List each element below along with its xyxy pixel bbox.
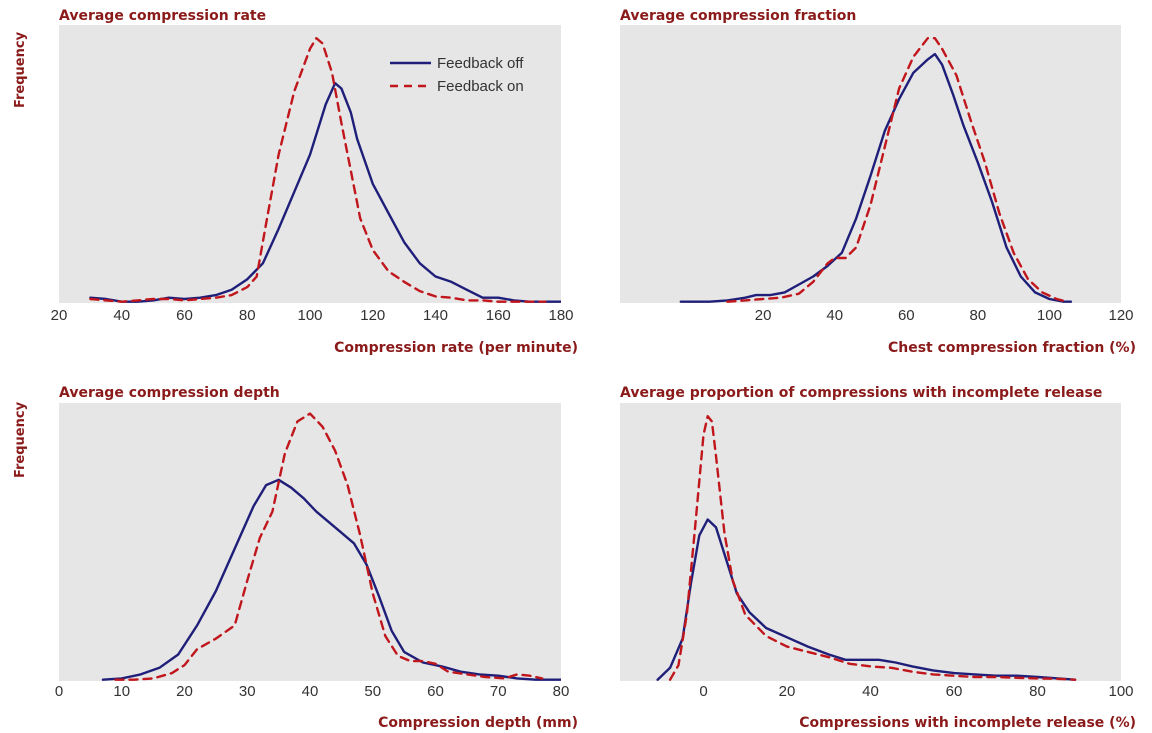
x-tick-label: 60 xyxy=(898,307,915,324)
y-axis-label: Frequency xyxy=(13,31,28,108)
x-tick-label: 80 xyxy=(553,683,570,700)
x-tick-label: 20 xyxy=(176,683,193,700)
x-tick-label: 160 xyxy=(486,307,511,324)
chart-title: Average compression fraction xyxy=(620,8,856,24)
x-tick-label: 0 xyxy=(699,683,707,700)
legend: Feedback off Feedback on xyxy=(390,55,524,95)
x-tick-label: 20 xyxy=(779,683,796,700)
x-tick-label: 100 xyxy=(297,307,322,324)
y-axis-label: Frequency xyxy=(13,401,28,478)
plot-background xyxy=(620,403,1121,681)
x-tick-label: 10 xyxy=(113,683,130,700)
x-tick-label: 80 xyxy=(970,307,987,324)
x-axis-label: Compressions with incomplete release (%) xyxy=(799,715,1136,731)
legend-label-feedback-off: Feedback off xyxy=(437,55,524,72)
x-tick-label: 180 xyxy=(548,307,573,324)
chart-panel-4: Average proportion of compressions with … xyxy=(620,385,1136,731)
x-tick-label: 140 xyxy=(423,307,448,324)
x-tick-label: 50 xyxy=(364,683,381,700)
plot-background xyxy=(59,25,561,303)
chart-panel-1: Average compression rate Frequency Compres… xyxy=(13,8,578,356)
chart-title: Average proportion of compressions with … xyxy=(620,385,1102,401)
series-line-feedback-on xyxy=(668,415,1077,681)
x-axis-label: Chest compression fraction (%) xyxy=(888,340,1136,356)
x-tick-label: 60 xyxy=(176,307,193,324)
chart-panel-3: Average compression depth Frequency Compre… xyxy=(13,385,578,731)
x-tick-label: 70 xyxy=(490,683,507,700)
x-tick-label: 40 xyxy=(862,683,879,700)
x-tick-label: 40 xyxy=(113,307,130,324)
x-tick-label: 30 xyxy=(239,683,256,700)
series-line-feedback-on xyxy=(726,37,1069,303)
chart-title: Average compression depth xyxy=(59,385,280,401)
x-tick-label: 20 xyxy=(755,307,772,324)
x-axis-label: Compression depth (mm) xyxy=(378,715,578,731)
series-line-feedback-off xyxy=(101,478,561,681)
chart-panel-2: Average compression fraction Chest compre… xyxy=(620,8,1136,356)
series-line-feedback-off xyxy=(656,518,1077,681)
x-tick-label: 40 xyxy=(826,307,843,324)
chart-title: Average compression rate xyxy=(59,8,266,24)
x-tick-label: 20 xyxy=(51,307,68,324)
x-tick-label: 120 xyxy=(360,307,385,324)
x-tick-label: 40 xyxy=(302,683,319,700)
plot-background xyxy=(59,403,561,681)
x-tick-label: 120 xyxy=(1108,307,1133,324)
x-axis-label: Compression rate (per minute) xyxy=(334,340,578,356)
x-tick-label: 100 xyxy=(1037,307,1062,324)
x-tick-label: 60 xyxy=(427,683,444,700)
x-tick-label: 60 xyxy=(946,683,963,700)
series-line-feedback-on xyxy=(114,412,544,681)
legend-label-feedback-on: Feedback on xyxy=(437,78,524,95)
x-tick-label: 0 xyxy=(55,683,63,700)
series-line-feedback-on xyxy=(89,37,547,303)
x-tick-label: 80 xyxy=(239,307,256,324)
x-tick-label: 80 xyxy=(1029,683,1046,700)
plot-background xyxy=(620,25,1121,303)
x-tick-label: 100 xyxy=(1108,683,1133,700)
